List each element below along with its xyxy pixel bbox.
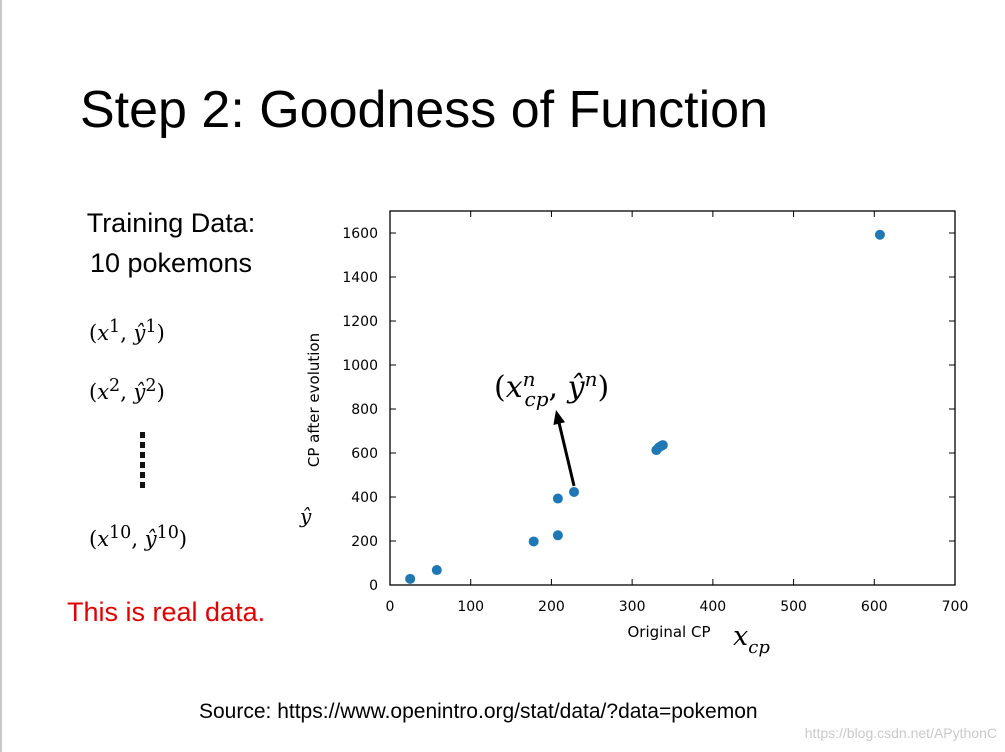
training-data-line2: 10 pokemons <box>89 248 253 278</box>
data-point <box>552 530 563 541</box>
data-point <box>657 440 668 451</box>
vertical-ellipsis <box>137 432 149 492</box>
pair-x: x <box>97 321 110 345</box>
x-tick-label: 500 <box>780 599 807 615</box>
data-point <box>528 536 539 547</box>
slide-left-border <box>0 0 2 752</box>
data-point <box>405 573 416 584</box>
point-annotation-label: (xn cp, ŷn) <box>494 367 609 411</box>
training-pair-10: (x10, ŷ10) <box>89 523 188 551</box>
pair-y-sup: 10 <box>156 523 179 543</box>
y-tick-label: 0 <box>369 578 378 594</box>
y-tick-label: 1400 <box>342 270 378 286</box>
pair-y: ŷ <box>133 380 146 404</box>
pair-y: ŷ <box>144 527 157 551</box>
x-tick-label: 400 <box>699 599 726 615</box>
pair-y-sup: 2 <box>145 376 157 396</box>
y-tick-label: 400 <box>351 490 378 506</box>
pair-y-sup: 1 <box>145 317 157 337</box>
watermark: https://blog.csdn.net/APythonC <box>804 725 997 741</box>
annotation-arrow <box>556 419 576 487</box>
x-tick-label: 700 <box>942 599 969 615</box>
y-hat-symbol: ŷ <box>299 504 312 528</box>
x-cp-symbol: xcp <box>733 621 770 658</box>
pair-x-sup: 10 <box>109 523 132 543</box>
x-tick-label: 300 <box>619 599 646 615</box>
y-tick-label: 1200 <box>342 314 378 330</box>
pair-x-sup: 1 <box>109 317 121 337</box>
pair-y: ŷ <box>133 321 146 345</box>
x-tick-label: 200 <box>538 599 565 615</box>
x-tick-label: 600 <box>861 599 888 615</box>
training-data-caption: Training Data: 10 pokemons <box>66 203 276 283</box>
y-tick-label: 800 <box>351 402 378 418</box>
source-citation: Source: https://www.openintro.org/stat/d… <box>199 700 758 723</box>
data-point <box>569 486 580 497</box>
plot-frame <box>389 210 956 586</box>
training-pair-1: (x1, ŷ1) <box>89 317 165 345</box>
training-pair-2: (x2, ŷ2) <box>89 376 165 404</box>
x-tick-label: 0 <box>386 599 395 615</box>
pair-x: x <box>97 380 110 404</box>
x-axis-label: Original CP <box>628 623 711 641</box>
chart-points <box>405 229 885 584</box>
y-tick-label: 200 <box>351 534 378 550</box>
pair-x-sup: 2 <box>109 376 121 396</box>
annotation-arrow-head <box>553 410 566 426</box>
data-point <box>874 229 885 240</box>
real-data-note: This is real data. <box>67 597 266 627</box>
y-tick-label: 600 <box>351 446 378 462</box>
x-tick-label: 100 <box>457 599 484 615</box>
y-tick-label: 1600 <box>342 226 378 242</box>
chart-ticks: 0 100 200 300 400 500 600 700 0 200 400 600 800 1000 1… <box>342 211 968 615</box>
data-point <box>431 565 442 576</box>
training-data-line1: Training Data: <box>86 208 256 238</box>
y-axis-label: CP after evolution <box>305 333 323 467</box>
pair-x: x <box>97 527 110 551</box>
data-point <box>552 493 563 504</box>
slide-title: Step 2: Goodness of Function <box>80 81 768 139</box>
y-tick-label: 1000 <box>342 358 378 374</box>
